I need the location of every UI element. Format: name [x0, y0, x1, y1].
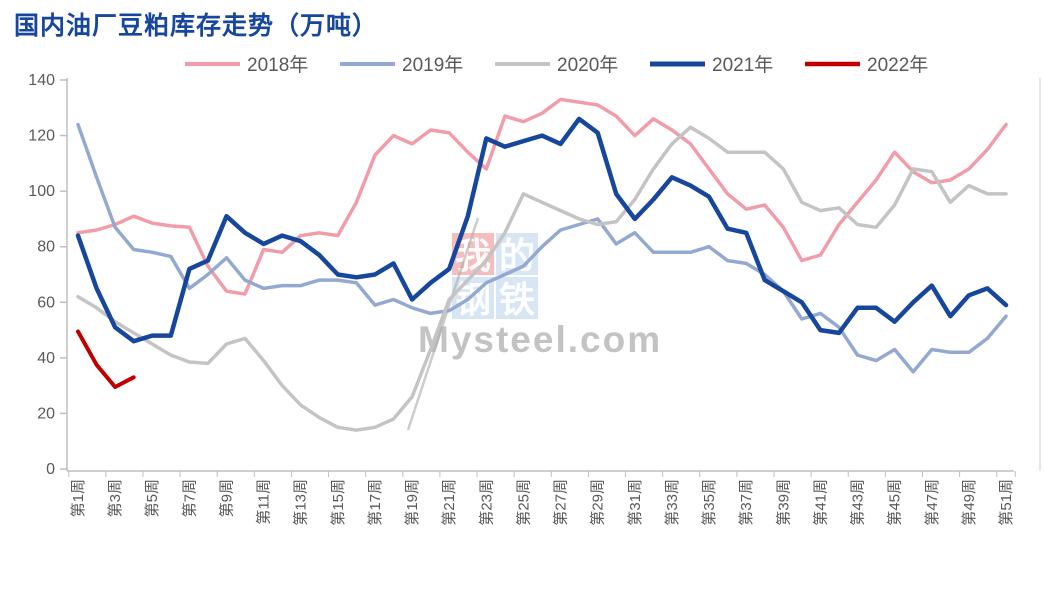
series-lines — [75, 97, 1009, 432]
series-line-2020年 — [76, 125, 1008, 432]
legend-label: 2018年 — [247, 54, 308, 76]
x-tick-label: 第41周 — [811, 479, 829, 526]
x-tick-label: 第49周 — [960, 479, 978, 526]
legend-label: 2022年 — [867, 54, 928, 76]
y-tick-label: 80 — [37, 239, 55, 256]
legend-item-2019年: 2019年 — [340, 54, 463, 76]
x-tick-label: 第47周 — [923, 479, 941, 526]
x-tick-label: 第33周 — [663, 479, 681, 526]
y-tick-label: 120 — [28, 128, 55, 145]
legend-item-2018年: 2018年 — [185, 54, 308, 76]
x-tick-label: 第11周 — [255, 479, 273, 525]
legend-label: 2021年 — [712, 54, 773, 76]
legend-item-2021年: 2021年 — [650, 54, 773, 76]
series-line-2018年 — [76, 97, 1008, 296]
x-tick-label: 第37周 — [737, 479, 755, 526]
watermark-domain-text: Mysteel.com — [418, 319, 662, 360]
y-tick-label: 60 — [37, 294, 55, 311]
y-tick-label: 100 — [28, 183, 55, 200]
axes: 0 20 40 60 80 100 120 140 第1周 第3周 第5周 第7周 第9周 第11周 第13… — [28, 72, 1041, 526]
x-tick-label: 第39周 — [774, 479, 792, 526]
x-tick-label: 第21周 — [440, 479, 458, 526]
legend: 2018年 2019年 2020年 2021年 2022年 — [185, 54, 928, 76]
x-tick-label: 第1周 — [69, 479, 87, 517]
y-tick-label: 20 — [37, 405, 55, 422]
y-tick-label: 0 — [46, 461, 55, 478]
x-tick-label: 第29周 — [589, 479, 607, 526]
x-tick-label: 第7周 — [180, 479, 198, 517]
x-tick-label: 第17周 — [366, 479, 384, 526]
x-tick-label: 第23周 — [477, 479, 495, 526]
series-line-2021年 — [75, 116, 1009, 344]
watermark-char: 铁 — [499, 279, 535, 320]
y-tick-label: 140 — [28, 72, 55, 89]
x-tick-label: 第5周 — [143, 479, 161, 517]
x-tick-label: 第13周 — [292, 479, 310, 526]
legend-item-2022年: 2022年 — [805, 54, 928, 76]
x-tick-label: 第35周 — [700, 479, 718, 526]
y-tick-label: 40 — [37, 350, 55, 367]
x-tick-label: 第45周 — [886, 479, 904, 526]
x-tick-label: 第19周 — [403, 479, 421, 526]
watermark-square — [496, 277, 538, 319]
series-line-2022年 — [76, 329, 136, 389]
x-tick-label: 第9周 — [217, 479, 235, 517]
chart-title: 国内油厂豆粕库存走势（万吨） — [14, 13, 379, 40]
legend-label: 2019年 — [402, 54, 463, 76]
legend-item-2020年: 2020年 — [495, 54, 618, 76]
x-tick-label: 第25周 — [514, 479, 532, 526]
mysteel-watermark: 我的钢 铁Mysteel.com — [406, 217, 662, 431]
watermark-slash — [406, 217, 480, 431]
x-tick-label: 第43周 — [849, 479, 867, 526]
legend-label: 2020年 — [557, 54, 618, 76]
x-tick-label: 第3周 — [106, 479, 124, 517]
series-line-2019年 — [76, 122, 1008, 374]
x-tick-label: 第15周 — [329, 479, 347, 526]
x-tick-label: 第27周 — [552, 479, 570, 526]
x-tick-label: 第51周 — [997, 479, 1015, 526]
x-tick-label: 第31周 — [626, 479, 644, 526]
